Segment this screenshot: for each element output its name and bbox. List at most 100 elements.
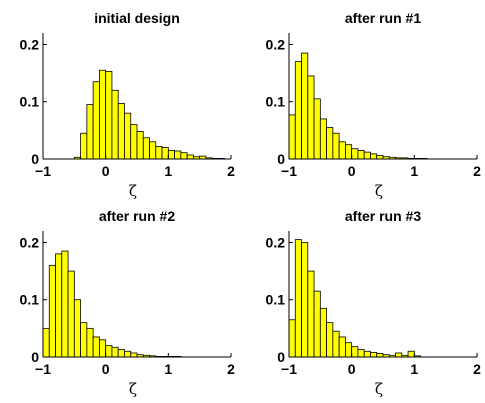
histogram-bar — [92, 336, 100, 358]
histogram-bar — [319, 307, 328, 358]
histogram-bar — [130, 124, 138, 160]
histogram-bar — [61, 250, 69, 358]
histogram-bar — [357, 150, 365, 160]
histogram-bar — [363, 350, 371, 358]
histogram-bar — [130, 352, 138, 358]
histogram-bar — [149, 141, 157, 160]
histogram-bar — [117, 103, 125, 160]
histogram-bar — [319, 118, 328, 160]
histogram-bar — [332, 132, 340, 160]
y-tick-label: 0 — [31, 151, 39, 167]
histogram-bar — [294, 239, 302, 358]
x-tick-label: 1 — [410, 361, 418, 377]
subplot-after-run-3: after run #3−1 0 1 200.10.2ζ — [266, 208, 482, 398]
histogram-bar — [42, 327, 50, 358]
histogram-bar — [344, 342, 353, 358]
histogram-bar — [80, 322, 88, 358]
x-tick-label: 1 — [164, 163, 172, 179]
x-axis-label: ζ — [129, 380, 137, 398]
histogram-bar — [301, 242, 309, 358]
x-axis-label: ζ — [375, 380, 383, 398]
histogram-bar — [48, 264, 56, 358]
histogram-bar — [332, 330, 340, 358]
histogram-bar — [301, 52, 309, 160]
histogram-bar — [370, 153, 378, 160]
x-tick-label: 1 — [410, 163, 418, 179]
histogram-bar — [313, 98, 321, 160]
histogram-bar — [186, 154, 194, 160]
histogram-bar — [407, 350, 415, 358]
histogram-bar — [155, 145, 163, 160]
histogram-bar — [136, 131, 144, 160]
histogram-bar — [124, 112, 132, 160]
histogram-bar — [92, 81, 100, 160]
y-tick-label: 0 — [277, 349, 285, 365]
histogram-bar — [67, 270, 75, 358]
histogram-bar — [142, 137, 150, 160]
histogram-bar — [288, 114, 296, 160]
histogram-bar — [288, 319, 296, 358]
histogram-bar — [344, 144, 353, 160]
histogram-bar — [326, 322, 334, 358]
x-tick-label: 1 — [164, 361, 172, 377]
y-tick-label: 0.2 — [20, 234, 40, 250]
y-tick-label: 0.1 — [20, 292, 40, 308]
subplot-initial-design: initial design−1 0 1 200.10.2ζ — [20, 10, 236, 200]
histogram-bar — [55, 253, 63, 358]
histogram-bar — [357, 349, 365, 358]
histogram-bar — [351, 346, 359, 358]
chart-title: after run #3 — [345, 208, 421, 224]
histogram-bar — [338, 336, 346, 358]
x-tick-label: −1 — [35, 361, 51, 377]
histogram-bar — [294, 61, 302, 160]
y-tick-label: 0.1 — [266, 94, 286, 110]
x-tick-label: −1 — [281, 163, 297, 179]
subplot-after-run-1: after run #1−1 0 1 200.10.2ζ — [266, 10, 482, 200]
y-tick-label: 0 — [31, 349, 39, 365]
chart-title: after run #1 — [345, 10, 421, 26]
chart-title: initial design — [94, 10, 180, 26]
histogram-bar — [73, 299, 82, 358]
x-tick-label: 2 — [473, 163, 481, 179]
histogram-bar — [105, 70, 113, 160]
histogram-bar — [111, 346, 119, 358]
histogram-bar — [86, 104, 94, 160]
x-tick-label: 2 — [227, 361, 235, 377]
histogram-bar — [370, 352, 378, 358]
histogram-bar — [167, 150, 175, 160]
histogram-bar — [363, 151, 371, 160]
x-tick-label: 0 — [102, 163, 110, 179]
x-tick-label: 2 — [227, 163, 235, 179]
histogram-bar — [376, 155, 384, 160]
histogram-bar — [338, 141, 346, 160]
x-tick-label: 2 — [473, 361, 481, 377]
histogram-bar — [105, 345, 113, 358]
y-tick-label: 0.2 — [20, 36, 40, 52]
y-tick-label: 0 — [277, 151, 285, 167]
y-tick-label: 0.1 — [266, 292, 286, 308]
histogram-bar — [86, 327, 94, 358]
x-axis-label: ζ — [129, 182, 137, 200]
histogram-bar — [313, 290, 321, 358]
x-tick-label: 0 — [348, 163, 356, 179]
histogram-bar — [376, 353, 384, 358]
x-tick-label: 0 — [102, 361, 110, 377]
histogram-bar — [326, 127, 334, 160]
x-tick-label: 0 — [348, 361, 356, 377]
y-tick-label: 0.2 — [266, 36, 286, 52]
histogram-bar — [99, 69, 107, 160]
y-tick-label: 0.2 — [266, 234, 286, 250]
histogram-bar — [307, 75, 315, 160]
histogram-bar — [307, 270, 315, 358]
histogram-bar — [117, 349, 125, 358]
histogram-bar — [80, 132, 88, 160]
histogram-bar — [351, 148, 359, 160]
histogram-bar — [111, 89, 119, 160]
x-axis-label: ζ — [375, 182, 383, 200]
histogram-bar — [161, 147, 169, 160]
x-tick-label: −1 — [35, 163, 51, 179]
histogram-bar — [395, 352, 403, 358]
histogram-bar — [124, 350, 132, 358]
histogram-bar — [99, 339, 107, 358]
